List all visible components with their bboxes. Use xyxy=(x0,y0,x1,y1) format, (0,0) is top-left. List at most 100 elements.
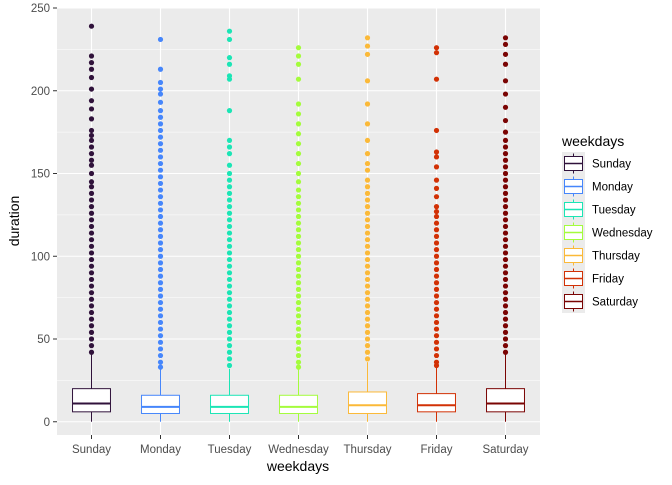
outlier-point xyxy=(88,144,95,150)
outlier-point xyxy=(157,240,164,246)
x-axis: Sunday Monday Tuesday Wednesday Thursday Frid… xyxy=(72,435,529,456)
outlier-point xyxy=(433,333,440,339)
outlier-point xyxy=(157,36,164,43)
outlier-point xyxy=(295,352,302,359)
outlier-point xyxy=(364,217,371,223)
outlier-point xyxy=(157,86,164,92)
outlier-point xyxy=(433,286,440,292)
box-wednesday xyxy=(279,45,318,422)
outlier-point xyxy=(88,316,95,322)
x-tick-label: Thursday xyxy=(344,444,392,456)
outlier-point xyxy=(157,299,164,306)
outlier-point xyxy=(295,339,302,345)
outlier-point xyxy=(364,343,371,349)
outlier-point xyxy=(88,197,95,203)
outlier-point xyxy=(295,160,302,167)
outlier-point xyxy=(502,204,509,210)
outlier-point xyxy=(502,256,509,263)
outlier-point xyxy=(364,151,371,157)
outlier-point xyxy=(157,266,164,273)
box-monday xyxy=(141,36,180,422)
box-body xyxy=(72,388,111,413)
outlier-point xyxy=(88,283,95,289)
y-tick-label: 50 xyxy=(37,334,50,346)
outlier-point xyxy=(88,243,95,249)
outlier-point xyxy=(502,217,509,223)
outlier-point xyxy=(157,194,164,200)
outlier-point xyxy=(364,270,371,276)
outlier-point xyxy=(88,270,95,276)
outlier-point xyxy=(295,121,302,127)
y-tick-label: 100 xyxy=(31,251,50,263)
outlier-point xyxy=(502,35,509,41)
outlier-point xyxy=(433,76,440,82)
outlier-point xyxy=(433,346,440,352)
outlier-point xyxy=(295,286,302,292)
y-tick-label: 250 xyxy=(31,3,50,15)
outlier-point xyxy=(502,243,509,249)
outlier-point xyxy=(295,111,302,117)
outlier-point xyxy=(364,309,371,316)
outlier-point xyxy=(295,326,302,332)
outlier-point xyxy=(226,223,233,230)
outlier-point xyxy=(88,323,95,329)
y-axis: 0 50 100 150 200 250 xyxy=(31,3,57,429)
outlier-point xyxy=(295,141,302,147)
outlier-point xyxy=(157,319,164,326)
outlier-point xyxy=(226,243,233,249)
outlier-point xyxy=(433,45,440,51)
outlier-point xyxy=(226,309,233,316)
outlier-point xyxy=(433,233,440,239)
outlier-point xyxy=(88,336,95,342)
outlier-point xyxy=(364,121,371,127)
outlier-point xyxy=(295,200,302,206)
outlier-point xyxy=(364,329,371,335)
outlier-point xyxy=(157,99,164,105)
outlier-point xyxy=(226,290,233,296)
box-body xyxy=(486,388,525,413)
outlier-point xyxy=(226,230,233,236)
outlier-point xyxy=(295,207,302,213)
outlier-point xyxy=(88,132,95,139)
outlier-point xyxy=(502,290,509,296)
outlier-point xyxy=(364,283,371,289)
outlier-point xyxy=(157,260,164,266)
outlier-point xyxy=(502,51,509,57)
outlier-point xyxy=(157,352,164,359)
outlier-point xyxy=(157,180,164,187)
outlier-point xyxy=(295,213,302,220)
outlier-point xyxy=(433,164,440,170)
outlier-point xyxy=(433,299,440,306)
outlier-point xyxy=(295,233,302,239)
outlier-point xyxy=(88,204,95,210)
outlier-point xyxy=(226,151,233,157)
outlier-point xyxy=(88,184,95,190)
outlier-point xyxy=(364,296,371,302)
outlier-point xyxy=(364,101,371,107)
outlier-point xyxy=(502,137,509,144)
outlier-point xyxy=(157,66,164,72)
box-thursday xyxy=(348,35,387,422)
box-body xyxy=(417,393,456,413)
outlier-point xyxy=(295,306,302,312)
outlier-point xyxy=(88,256,95,263)
outlier-point xyxy=(157,114,164,120)
outlier-point xyxy=(295,53,302,59)
outlier-point xyxy=(502,210,509,216)
outlier-point xyxy=(502,263,509,269)
outlier-point xyxy=(502,104,509,110)
outlier-point xyxy=(226,329,233,335)
outlier-point xyxy=(295,240,302,246)
outlier-point xyxy=(502,184,509,190)
outlier-point xyxy=(364,276,371,283)
outlier-point xyxy=(88,217,95,223)
outlier-point xyxy=(157,207,164,213)
outlier-point xyxy=(157,233,164,239)
outlier-point xyxy=(88,190,95,196)
outlier-point xyxy=(295,61,302,67)
outlier-point xyxy=(226,204,233,210)
outlier-point xyxy=(226,336,233,342)
legend-label: Thursday xyxy=(592,251,640,263)
outlier-point xyxy=(364,197,371,203)
outlier-point xyxy=(433,204,440,210)
